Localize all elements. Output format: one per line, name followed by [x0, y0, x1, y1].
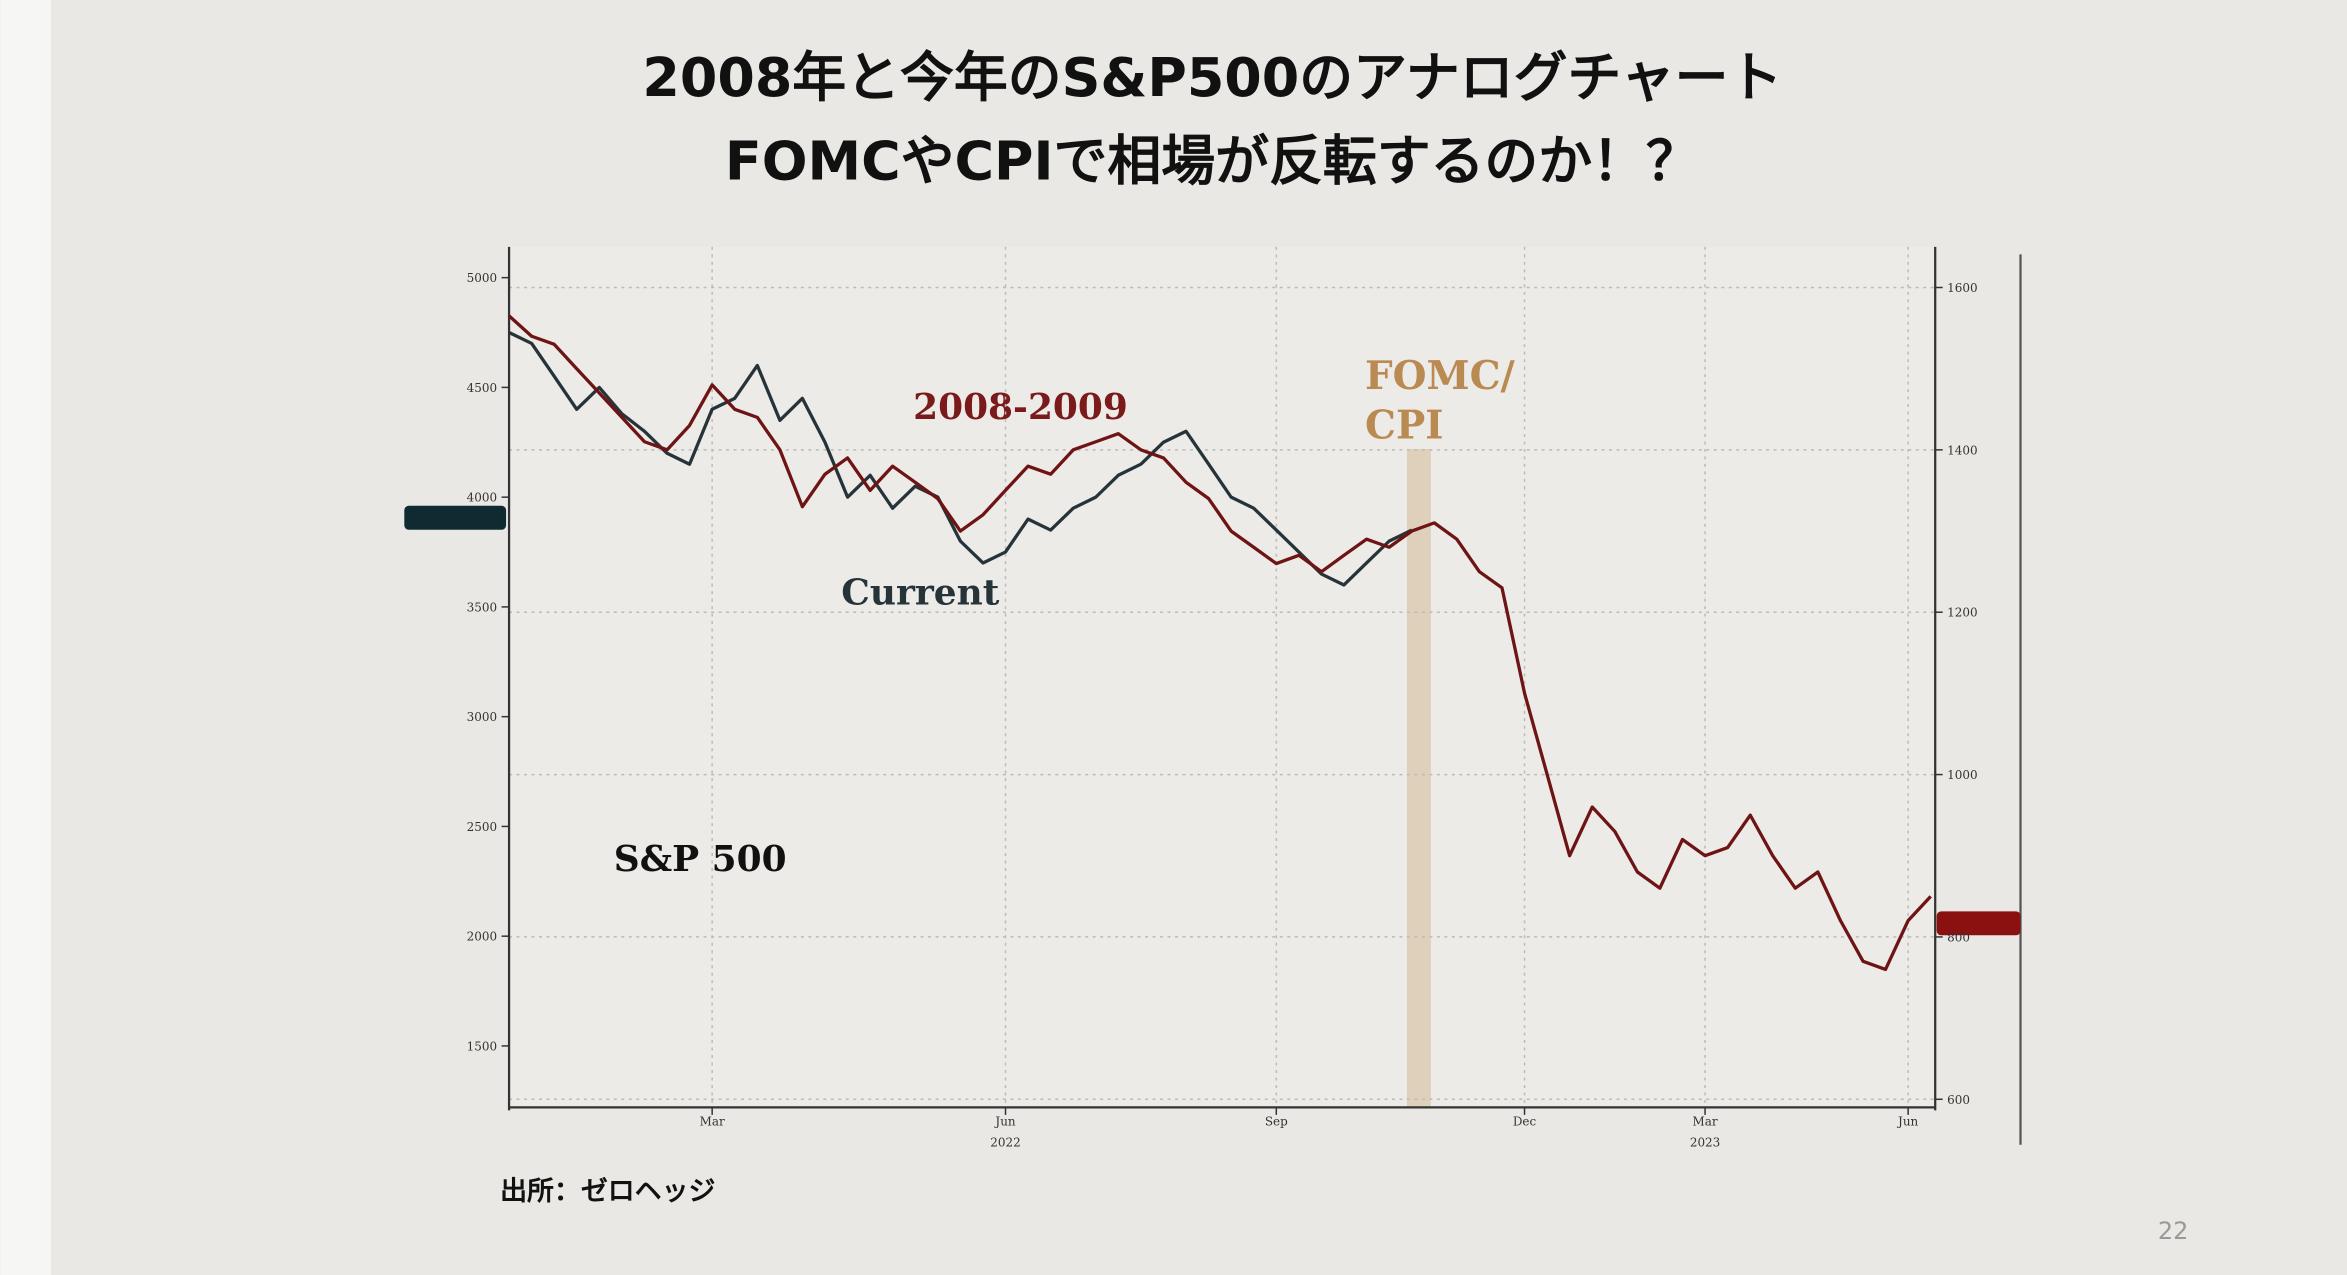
x-tick-label: Jun — [1897, 1114, 1919, 1128]
x-year-label: 2022 — [990, 1135, 1020, 1149]
y-tick-label: 2500 — [467, 820, 497, 834]
y-tick-label: 4500 — [467, 381, 497, 395]
x-tick-label: Mar — [1692, 1114, 1717, 1128]
annotation: CPI — [1365, 402, 1443, 448]
y2-tick-label: 600 — [1947, 1093, 1970, 1107]
annotation: 2008-2009 — [913, 386, 1128, 428]
x-year-label: 2023 — [1690, 1135, 1720, 1149]
fomc-band — [1406, 448, 1431, 1108]
y-tick-label: 3500 — [467, 600, 497, 614]
series-line — [507, 314, 1932, 972]
y2-tick-label: 1400 — [1947, 443, 1977, 457]
y2-tick-label: 1200 — [1947, 606, 1977, 620]
x-tick-label: Dec — [1513, 1114, 1537, 1128]
current-badge — [404, 505, 507, 530]
x-tick-label: Jun — [994, 1114, 1016, 1128]
title: 2008年と今年のS&P500のアナログチャート — [642, 46, 1782, 109]
y2-tick-label: 800 — [1947, 930, 1970, 944]
title: FOMCやCPIで相場が反転するのか！？ — [725, 130, 1700, 193]
y-tick-label: 4000 — [467, 491, 497, 505]
y-tick-label: 2000 — [467, 930, 497, 944]
source: 出所：ゼロヘッジ — [500, 1176, 715, 1207]
y2-tick-label: 1600 — [1947, 281, 1977, 295]
x-tick-label: Mar — [700, 1114, 725, 1128]
plot-area — [509, 246, 1936, 1108]
y-tick-label: 5000 — [467, 271, 497, 285]
y-tick-label: 1500 — [467, 1039, 497, 1053]
annotation: S&P 500 — [614, 838, 787, 880]
y2-tick-label: 1000 — [1947, 768, 1977, 782]
annotation: Current — [841, 572, 999, 614]
y-tick-label: 3000 — [467, 710, 497, 724]
x-tick-label: Sep — [1265, 1114, 1288, 1128]
last-badge — [1936, 911, 2021, 936]
page-number: 22 — [2158, 1217, 2188, 1245]
annotation: FOMC/ — [1365, 353, 1515, 399]
slide-margin — [0, 0, 52, 1275]
